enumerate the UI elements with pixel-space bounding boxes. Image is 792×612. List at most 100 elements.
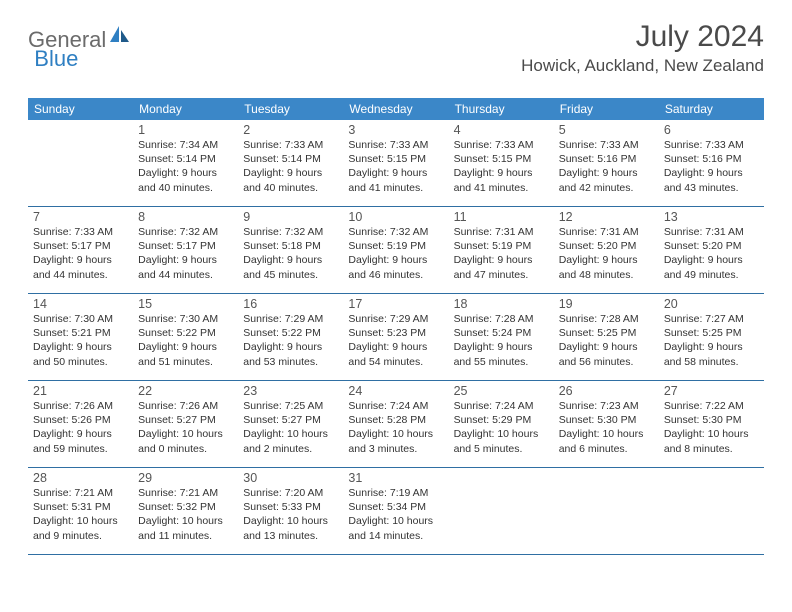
day-info-line: Sunset: 5:19 PM <box>348 239 443 253</box>
day-cell: 20Sunrise: 7:27 AMSunset: 5:25 PMDayligh… <box>659 294 764 380</box>
day-info-line: and 41 minutes. <box>454 181 549 195</box>
day-number: 14 <box>33 297 128 311</box>
day-info-line: Daylight: 9 hours <box>243 166 338 180</box>
day-info-line: and 46 minutes. <box>348 268 443 282</box>
day-info-line: Sunset: 5:25 PM <box>559 326 654 340</box>
day-cell: 25Sunrise: 7:24 AMSunset: 5:29 PMDayligh… <box>449 381 554 467</box>
day-info-line: and 49 minutes. <box>664 268 759 282</box>
day-cell: 16Sunrise: 7:29 AMSunset: 5:22 PMDayligh… <box>238 294 343 380</box>
day-cell: 6Sunrise: 7:33 AMSunset: 5:16 PMDaylight… <box>659 120 764 206</box>
day-cell: 12Sunrise: 7:31 AMSunset: 5:20 PMDayligh… <box>554 207 659 293</box>
day-info-line: Sunset: 5:30 PM <box>559 413 654 427</box>
day-cell: 1Sunrise: 7:34 AMSunset: 5:14 PMDaylight… <box>133 120 238 206</box>
day-info-line: and 11 minutes. <box>138 529 233 543</box>
day-number: 28 <box>33 471 128 485</box>
day-cell: 31Sunrise: 7:19 AMSunset: 5:34 PMDayligh… <box>343 468 448 554</box>
weekday-header: Thursday <box>449 98 554 120</box>
day-cell <box>28 120 133 206</box>
weekday-header: Sunday <box>28 98 133 120</box>
day-info-line: Sunset: 5:25 PM <box>664 326 759 340</box>
day-info-line: Sunrise: 7:33 AM <box>664 138 759 152</box>
day-info-line: Sunrise: 7:19 AM <box>348 486 443 500</box>
day-info-line: Sunset: 5:24 PM <box>454 326 549 340</box>
day-info-line: Sunset: 5:18 PM <box>243 239 338 253</box>
day-info-line: Sunrise: 7:28 AM <box>559 312 654 326</box>
day-cell: 29Sunrise: 7:21 AMSunset: 5:32 PMDayligh… <box>133 468 238 554</box>
day-info-line: Sunset: 5:15 PM <box>454 152 549 166</box>
day-cell: 21Sunrise: 7:26 AMSunset: 5:26 PMDayligh… <box>28 381 133 467</box>
day-info-line: and 42 minutes. <box>559 181 654 195</box>
day-number: 18 <box>454 297 549 311</box>
day-info-line: Sunset: 5:34 PM <box>348 500 443 514</box>
day-info-line: Sunrise: 7:22 AM <box>664 399 759 413</box>
day-info-line: Sunrise: 7:21 AM <box>138 486 233 500</box>
day-cell: 8Sunrise: 7:32 AMSunset: 5:17 PMDaylight… <box>133 207 238 293</box>
day-info-line: Daylight: 10 hours <box>138 427 233 441</box>
day-cell: 15Sunrise: 7:30 AMSunset: 5:22 PMDayligh… <box>133 294 238 380</box>
day-info-line: Sunset: 5:19 PM <box>454 239 549 253</box>
weekday-header: Tuesday <box>238 98 343 120</box>
day-info-line: and 59 minutes. <box>33 442 128 456</box>
day-cell: 5Sunrise: 7:33 AMSunset: 5:16 PMDaylight… <box>554 120 659 206</box>
day-info-line: and 8 minutes. <box>664 442 759 456</box>
day-info-line: Sunrise: 7:29 AM <box>348 312 443 326</box>
day-cell: 9Sunrise: 7:32 AMSunset: 5:18 PMDaylight… <box>238 207 343 293</box>
day-cell: 11Sunrise: 7:31 AMSunset: 5:19 PMDayligh… <box>449 207 554 293</box>
day-info-line: Sunset: 5:23 PM <box>348 326 443 340</box>
day-info-line: Sunset: 5:28 PM <box>348 413 443 427</box>
day-info-line: Sunrise: 7:20 AM <box>243 486 338 500</box>
day-info-line: and 5 minutes. <box>454 442 549 456</box>
location: Howick, Auckland, New Zealand <box>521 56 764 76</box>
day-cell: 14Sunrise: 7:30 AMSunset: 5:21 PMDayligh… <box>28 294 133 380</box>
day-info-line: Sunset: 5:20 PM <box>664 239 759 253</box>
day-number: 20 <box>664 297 759 311</box>
day-number: 5 <box>559 123 654 137</box>
day-info-line: Sunset: 5:16 PM <box>664 152 759 166</box>
day-info-line: and 40 minutes. <box>138 181 233 195</box>
day-info-line: and 51 minutes. <box>138 355 233 369</box>
weekday-header: Monday <box>133 98 238 120</box>
day-info-line: Daylight: 10 hours <box>348 427 443 441</box>
day-info-line: Daylight: 10 hours <box>243 427 338 441</box>
day-info-line: Sunrise: 7:33 AM <box>33 225 128 239</box>
day-cell: 26Sunrise: 7:23 AMSunset: 5:30 PMDayligh… <box>554 381 659 467</box>
day-cell: 7Sunrise: 7:33 AMSunset: 5:17 PMDaylight… <box>28 207 133 293</box>
day-info-line: Sunrise: 7:33 AM <box>348 138 443 152</box>
day-info-line: and 6 minutes. <box>559 442 654 456</box>
day-info-line: and 56 minutes. <box>559 355 654 369</box>
day-info-line: Sunrise: 7:33 AM <box>559 138 654 152</box>
weekday-header: Saturday <box>659 98 764 120</box>
day-info-line: Sunset: 5:22 PM <box>138 326 233 340</box>
day-number: 22 <box>138 384 233 398</box>
day-number: 29 <box>138 471 233 485</box>
day-info-line: Sunrise: 7:21 AM <box>33 486 128 500</box>
day-info-line: Sunrise: 7:33 AM <box>243 138 338 152</box>
day-info-line: Sunset: 5:17 PM <box>138 239 233 253</box>
day-info-line: and 40 minutes. <box>243 181 338 195</box>
day-info-line: Daylight: 9 hours <box>454 166 549 180</box>
day-info-line: Daylight: 9 hours <box>559 253 654 267</box>
day-info-line: Sunset: 5:17 PM <box>33 239 128 253</box>
day-info-line: Sunset: 5:30 PM <box>664 413 759 427</box>
day-info-line: Daylight: 9 hours <box>348 253 443 267</box>
weekday-header-row: SundayMondayTuesdayWednesdayThursdayFrid… <box>28 98 764 120</box>
day-info-line: Daylight: 9 hours <box>559 166 654 180</box>
day-info-line: and 47 minutes. <box>454 268 549 282</box>
week-row: 7Sunrise: 7:33 AMSunset: 5:17 PMDaylight… <box>28 207 764 294</box>
logo-sail-icon <box>110 26 130 47</box>
weekday-header: Wednesday <box>343 98 448 120</box>
day-info-line: Daylight: 9 hours <box>33 340 128 354</box>
day-cell: 3Sunrise: 7:33 AMSunset: 5:15 PMDaylight… <box>343 120 448 206</box>
day-info-line: Sunset: 5:27 PM <box>243 413 338 427</box>
day-info-line: Sunset: 5:29 PM <box>454 413 549 427</box>
day-cell: 27Sunrise: 7:22 AMSunset: 5:30 PMDayligh… <box>659 381 764 467</box>
day-number: 24 <box>348 384 443 398</box>
day-info-line: Daylight: 9 hours <box>348 166 443 180</box>
day-number: 12 <box>559 210 654 224</box>
day-cell: 18Sunrise: 7:28 AMSunset: 5:24 PMDayligh… <box>449 294 554 380</box>
day-info-line: Daylight: 9 hours <box>559 340 654 354</box>
day-number: 10 <box>348 210 443 224</box>
day-info-line: Daylight: 9 hours <box>33 253 128 267</box>
calendar: SundayMondayTuesdayWednesdayThursdayFrid… <box>28 98 764 555</box>
day-number: 9 <box>243 210 338 224</box>
